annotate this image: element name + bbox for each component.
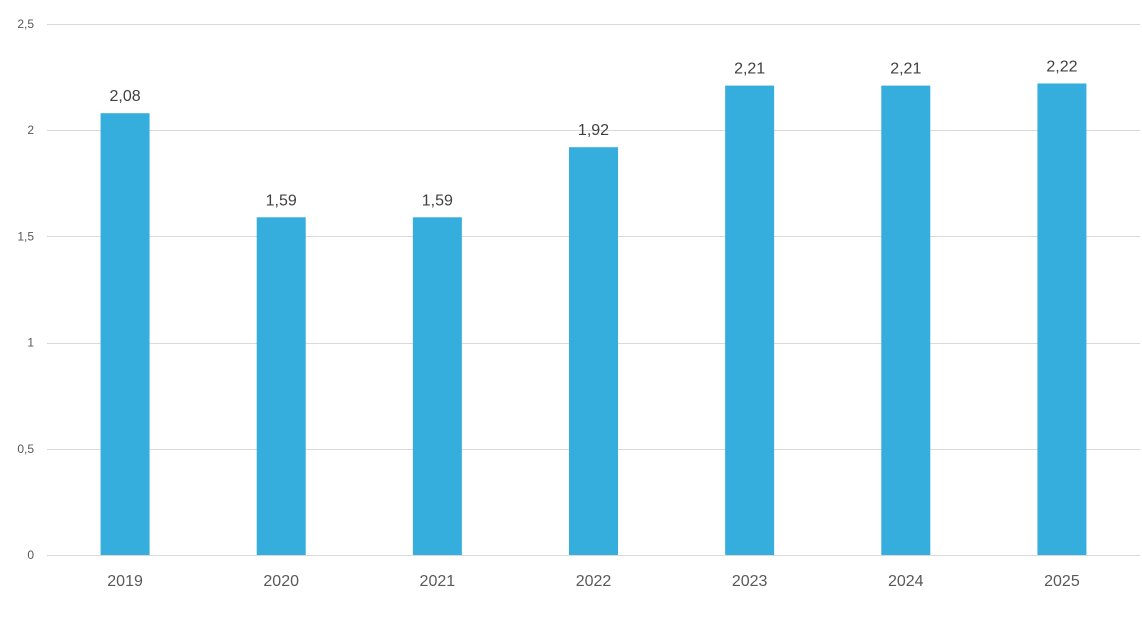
x-tick-label: 2021 (420, 573, 456, 590)
data-labels: 2,08 1,59 1,59 1,92 2,21 2,21 2,22 (110, 58, 1078, 209)
bar-2023 (725, 85, 775, 555)
x-tick-label: 2022 (576, 573, 612, 590)
y-tick-label: 0,5 (17, 442, 34, 456)
y-tick-label: 1,5 (17, 229, 34, 243)
data-label: 2,22 (1046, 58, 1077, 75)
bar-2024 (881, 85, 931, 555)
data-label: 1,59 (422, 192, 453, 209)
y-tick-label: 2,5 (17, 17, 34, 31)
y-tick-label: 1 (27, 336, 34, 350)
x-tick-label: 2019 (107, 573, 143, 590)
data-label: 1,92 (578, 122, 609, 139)
bar-2021 (412, 217, 462, 555)
data-label: 2,21 (734, 61, 765, 78)
y-axis-ticks: 0 0,5 1 1,5 2 2,5 (17, 17, 34, 562)
x-tick-label: 2025 (1044, 573, 1080, 590)
bars (100, 83, 1087, 556)
bar-2025 (1037, 83, 1087, 556)
x-axis-ticks: 2019 2020 2021 2022 2023 2024 2025 (107, 573, 1080, 590)
bar-2022 (569, 147, 618, 555)
data-label: 2,21 (890, 61, 921, 78)
y-tick-label: 2 (27, 123, 34, 137)
x-tick-label: 2024 (888, 573, 924, 590)
y-tick-label: 0 (27, 548, 34, 562)
data-label: 1,59 (266, 192, 297, 209)
bar-2019 (100, 113, 150, 555)
x-tick-label: 2020 (263, 573, 299, 590)
data-label: 2,08 (110, 88, 141, 105)
x-tick-label: 2023 (732, 573, 768, 590)
bar-2020 (256, 217, 306, 555)
